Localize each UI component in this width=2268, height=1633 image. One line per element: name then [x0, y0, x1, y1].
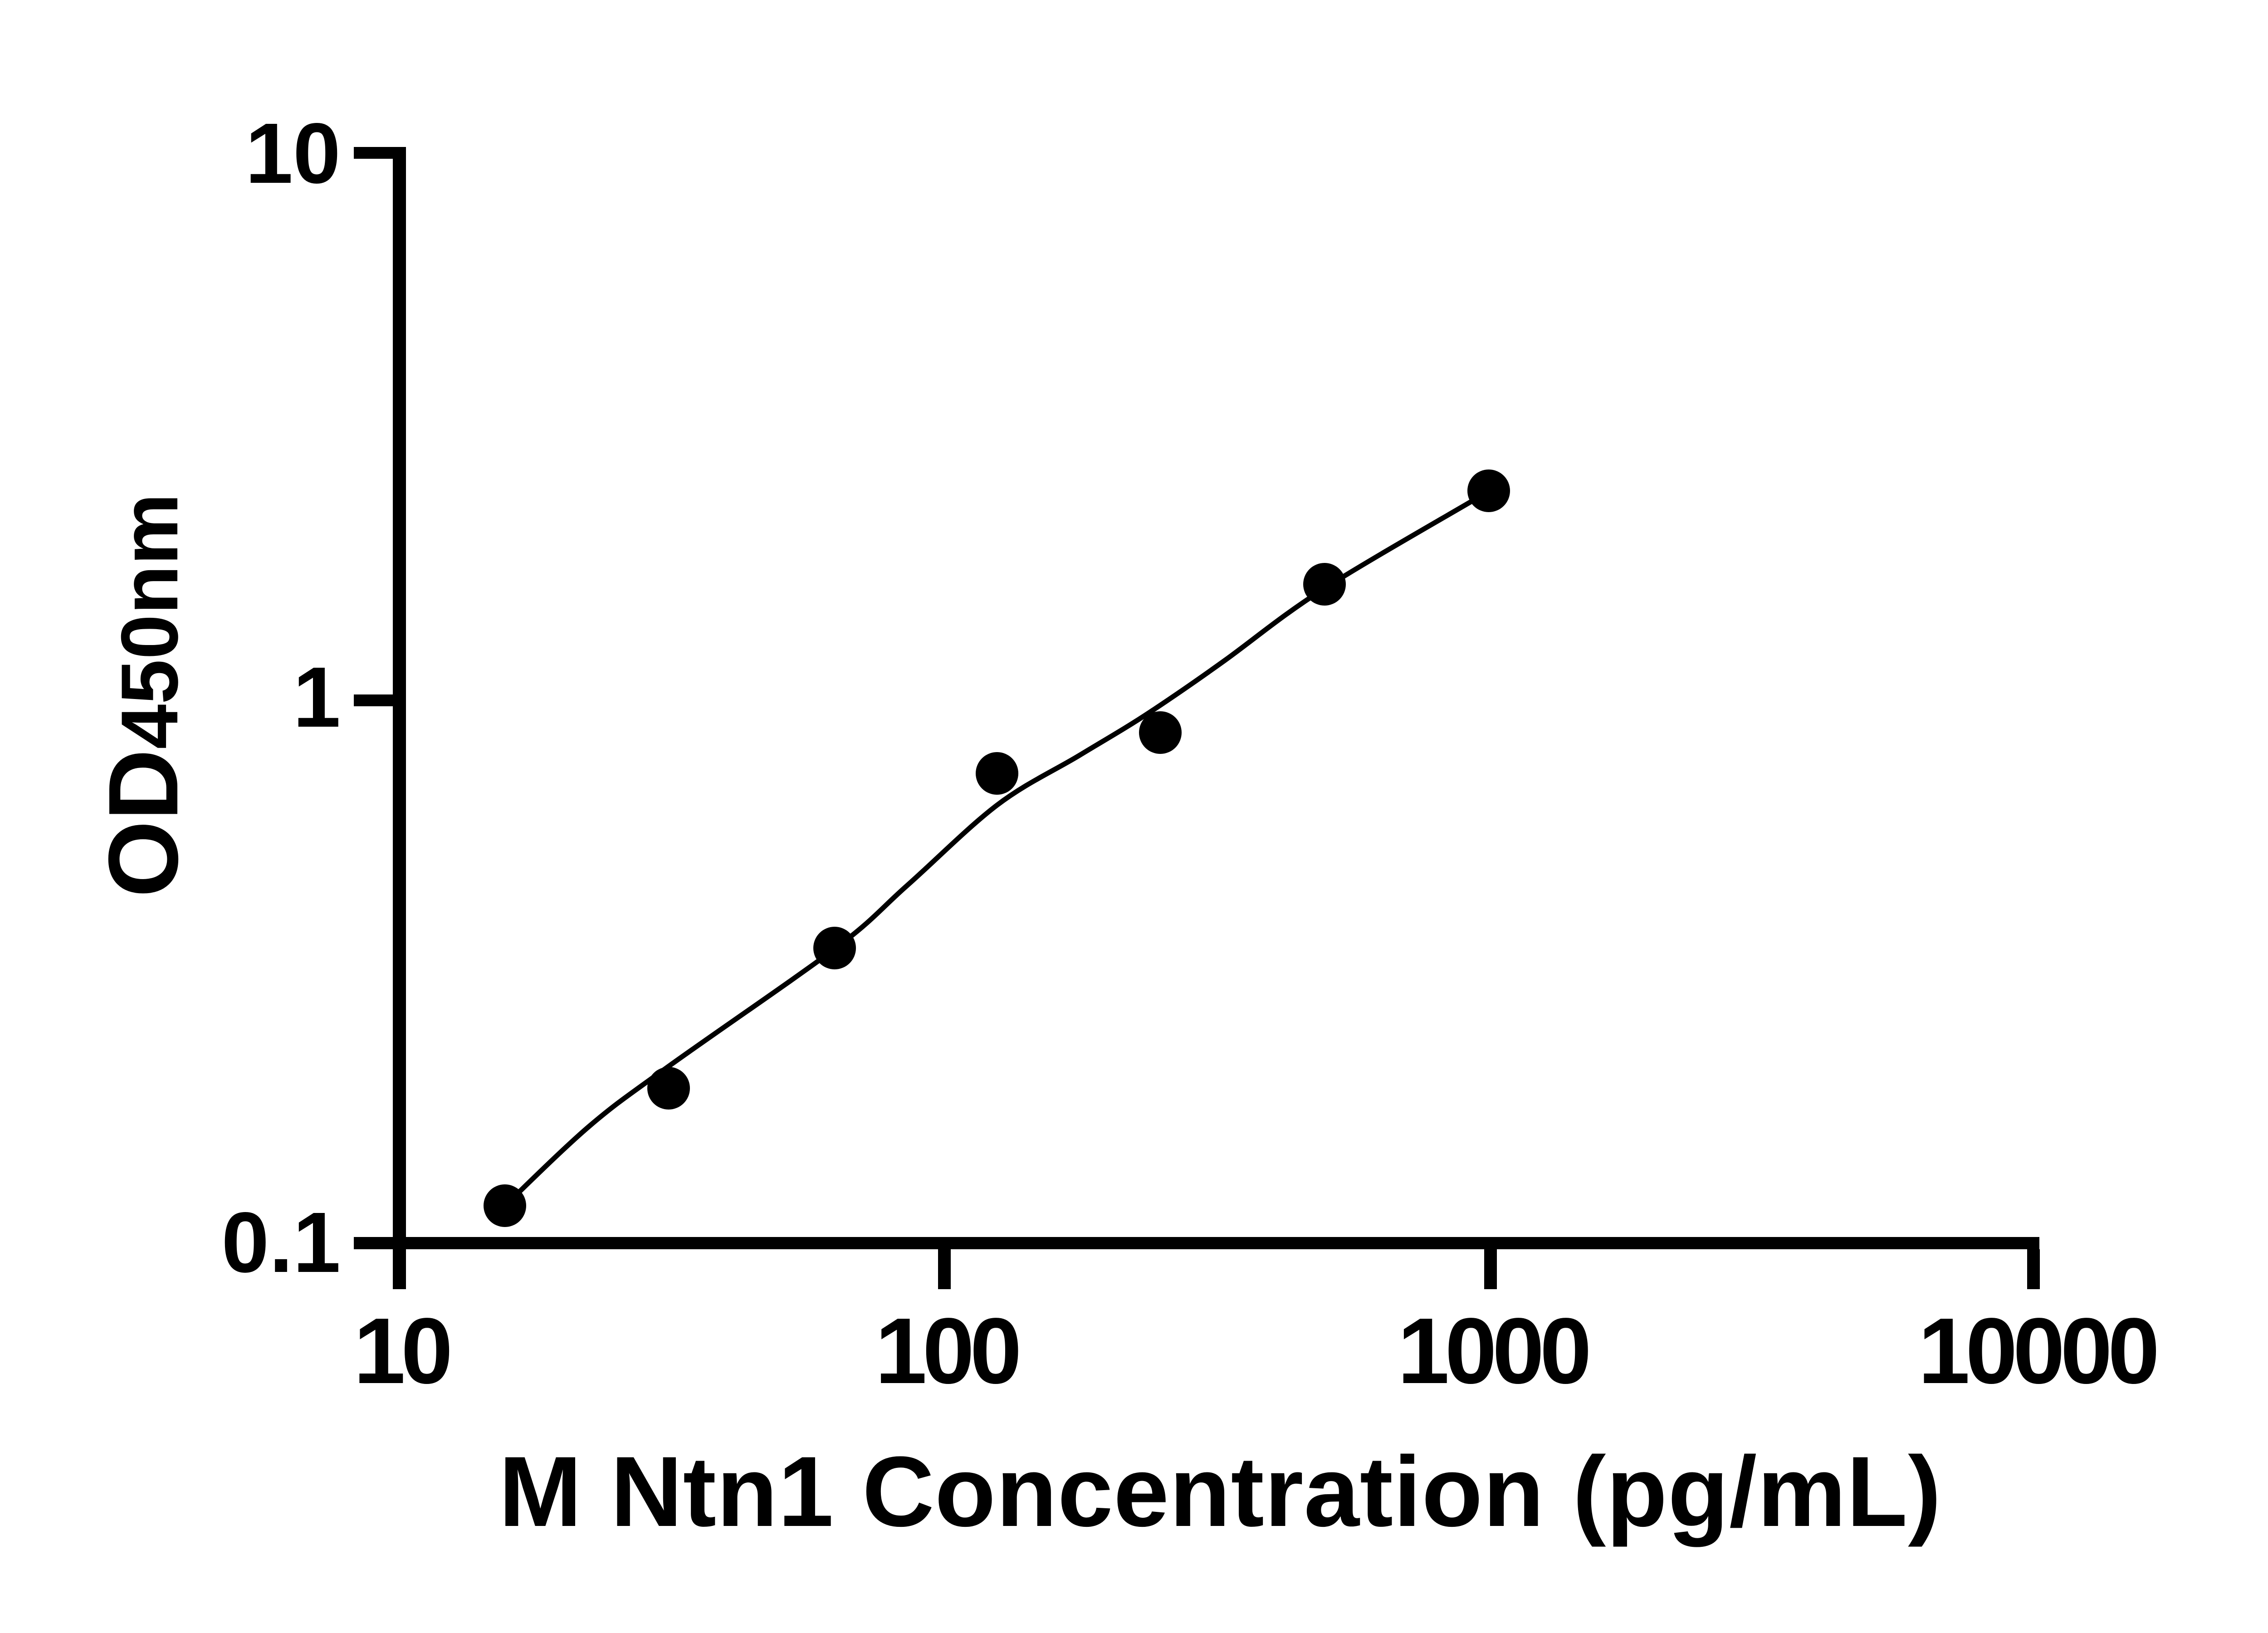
svg-text:1: 1 — [293, 650, 341, 745]
svg-text:M Ntn1 Concentration (pg/mL): M Ntn1 Concentration (pg/mL) — [499, 1436, 1941, 1547]
svg-text:1000: 1000 — [1398, 1299, 1589, 1403]
svg-text:100: 100 — [875, 1299, 1018, 1403]
svg-text:10: 10 — [353, 1299, 450, 1403]
svg-text:10: 10 — [245, 106, 341, 201]
svg-text:10000: 10000 — [1918, 1299, 2156, 1403]
svg-text:OD450nm: OD450nm — [88, 494, 199, 898]
svg-text:0.1: 0.1 — [221, 1195, 341, 1291]
